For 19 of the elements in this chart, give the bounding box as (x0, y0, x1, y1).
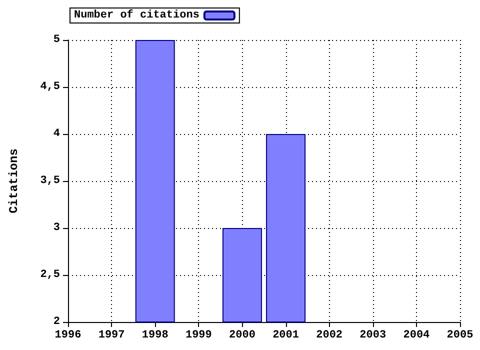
x-tick-label: 2004 (403, 330, 430, 342)
x-tick-label: 1997 (98, 330, 125, 342)
x-tick-label: 2001 (272, 330, 300, 342)
x-tick-label: 1998 (142, 330, 169, 342)
y-tick-label: 2,5 (40, 269, 60, 281)
y-tick-label: 3 (53, 222, 60, 234)
y-axis-title: Citations (7, 148, 21, 214)
x-tick-label: 2002 (316, 330, 343, 342)
x-tick-label: 1999 (185, 330, 212, 342)
x-tick-label: 2000 (229, 330, 256, 342)
y-tick-label: 3,5 (40, 175, 60, 187)
legend-label: Number of citations (74, 8, 200, 22)
y-tick-label: 4 (53, 128, 60, 140)
y-tick-label: 5 (53, 34, 60, 46)
y-tick-label: 2 (53, 316, 60, 328)
y-tick-label: 4,5 (40, 81, 60, 93)
x-tick-label: 2003 (360, 330, 386, 342)
x-tick-label: 2005 (446, 330, 474, 342)
x-tick-label: 1996 (54, 330, 82, 342)
